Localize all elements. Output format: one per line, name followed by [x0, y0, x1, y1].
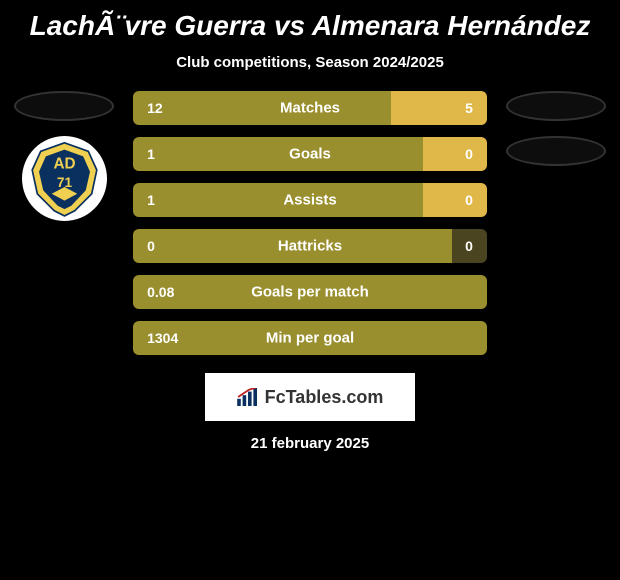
bar-label: Assists: [283, 192, 336, 209]
date-label: 21 february 2025: [0, 435, 620, 452]
content-row: AD 71 12 5 Matches 1 0 Goals 1 0 Assists 0 0 Hattri…: [0, 91, 620, 355]
fctables-label: FcTables.com: [265, 387, 384, 408]
subtitle: Club competitions, Season 2024/2025: [0, 54, 620, 71]
bar-left-value: 0: [147, 238, 155, 254]
logo-text-top: AD: [53, 155, 75, 172]
bar-left-value: 1: [147, 192, 155, 208]
stats-bars: 12 5 Matches 1 0 Goals 1 0 Assists 0 0 Hattricks 0.0…: [133, 91, 487, 355]
bar-label: Hattricks: [278, 238, 342, 255]
stat-bar-matches: 12 5 Matches: [133, 91, 487, 125]
right-column: [502, 91, 610, 166]
bar-label: Goals: [289, 146, 331, 163]
bar-right-value: 0: [465, 238, 473, 254]
ada-logo-icon: AD 71: [22, 136, 107, 221]
bar-right-segment: 5: [391, 91, 487, 125]
stat-bar-min-per-goal: 1304 Min per goal: [133, 321, 487, 355]
bar-left-segment: 1: [133, 183, 423, 217]
bar-label: Min per goal: [266, 330, 354, 347]
player-badge-right-1: [506, 91, 606, 121]
fctables-badge: FcTables.com: [205, 373, 415, 421]
infographic-container: LachÃ¨vre Guerra vs Almenara Hernández C…: [0, 0, 620, 462]
stat-bar-goals: 1 0 Goals: [133, 137, 487, 171]
bar-right-segment: 0: [423, 137, 487, 171]
bar-left-value: 0.08: [147, 284, 174, 300]
stat-bar-assists: 1 0 Assists: [133, 183, 487, 217]
player-badge-right-2: [506, 136, 606, 166]
bar-left-value: 1304: [147, 330, 178, 346]
bar-right-segment: 0: [423, 183, 487, 217]
bar-left-value: 1: [147, 146, 155, 162]
left-column: AD 71: [10, 91, 118, 221]
bar-left-segment: 12: [133, 91, 391, 125]
bar-left-segment: 1: [133, 137, 423, 171]
bar-left-value: 12: [147, 100, 163, 116]
player-badge-left: [14, 91, 114, 121]
fctables-icon: [237, 388, 259, 406]
bar-label: Matches: [280, 100, 340, 117]
page-title: LachÃ¨vre Guerra vs Almenara Hernández: [0, 10, 620, 42]
stat-bar-goals-per-match: 0.08 Goals per match: [133, 275, 487, 309]
bar-label: Goals per match: [251, 284, 369, 301]
bar-right-segment: 0: [452, 229, 487, 263]
bar-right-value: 5: [465, 100, 473, 116]
bar-right-value: 0: [465, 192, 473, 208]
team-logo-left: AD 71: [22, 136, 107, 221]
stat-bar-hattricks: 0 0 Hattricks: [133, 229, 487, 263]
bar-right-value: 0: [465, 146, 473, 162]
